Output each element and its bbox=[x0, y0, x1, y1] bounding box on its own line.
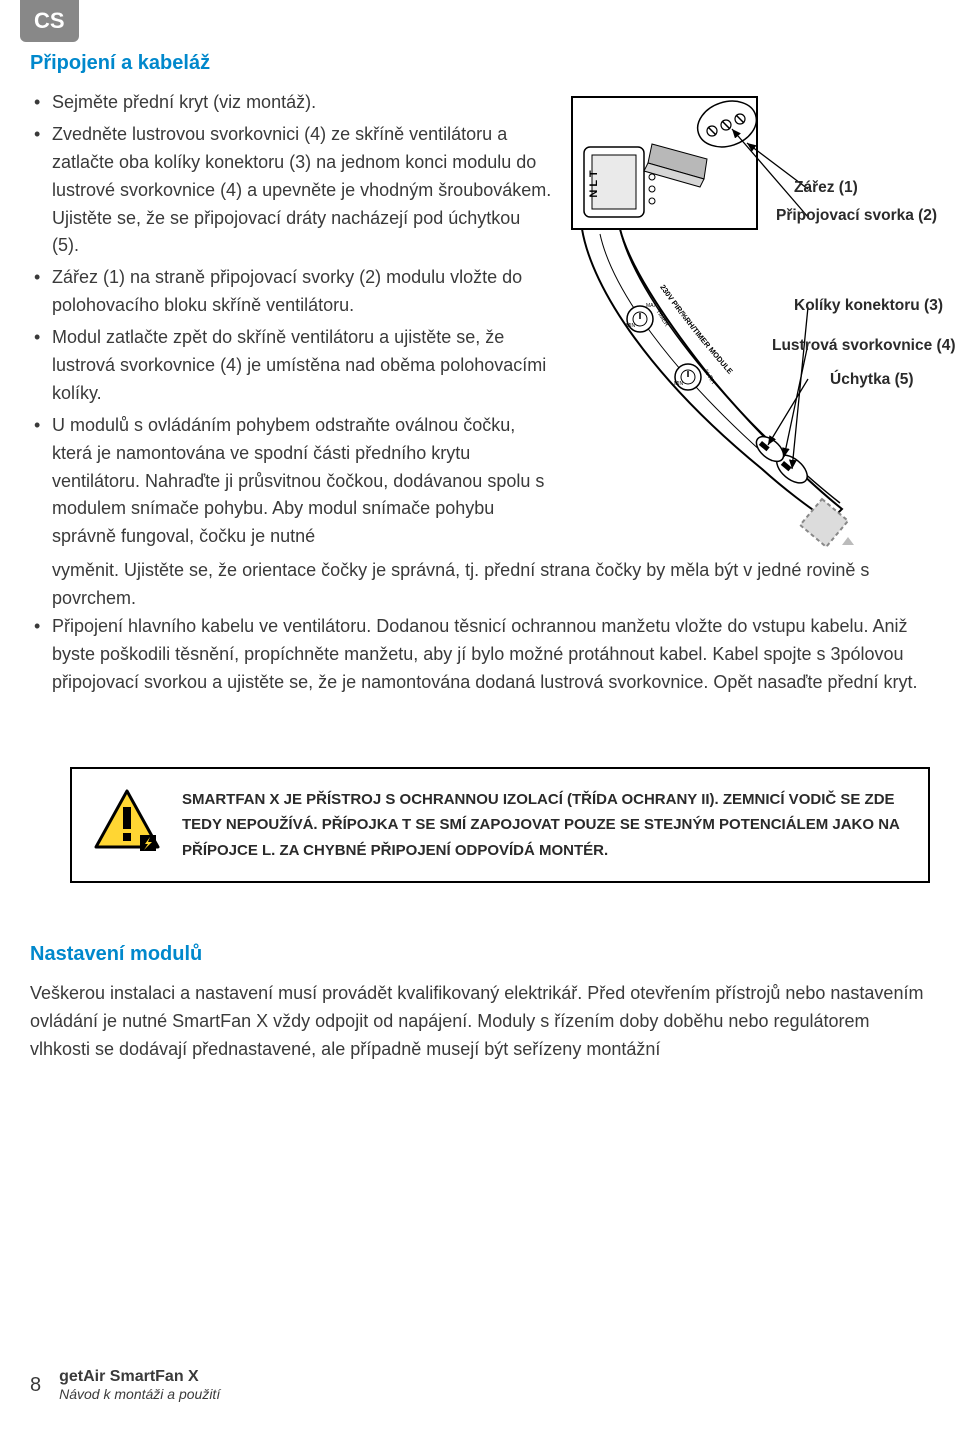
section-modules-body: Veškerou instalaci a nastavení musí prov… bbox=[30, 980, 930, 1064]
svg-text:MIN: MIN bbox=[626, 323, 636, 329]
diagram-column: N L T bbox=[562, 89, 942, 555]
svg-text:N L T: N L T bbox=[588, 170, 600, 198]
bullet-list-top: Sejměte přední kryt (viz montáž). Zvedně… bbox=[30, 89, 552, 551]
warning-box: SMARTFAN X JE PŘÍSTROJ S OCHRANNOU IZOLA… bbox=[70, 767, 930, 884]
bullet-list-full: Připojení hlavního kabelu ve ventilátoru… bbox=[30, 613, 930, 697]
bullet-item: Sejměte přední kryt (viz montáž). bbox=[52, 89, 552, 117]
bullet-item: Připojení hlavního kabelu ve ventilátoru… bbox=[52, 613, 930, 697]
continuation-text: vyměnit. Ujistěte se, že orientace čočky… bbox=[30, 557, 930, 613]
svg-text:MIN: MIN bbox=[674, 381, 684, 387]
text-column: Sejměte přední kryt (viz montáž). Zvedně… bbox=[30, 89, 552, 555]
warning-icon bbox=[92, 787, 162, 862]
diagram-label-zarez: Zářez (1) bbox=[794, 179, 858, 197]
section-modules: Nastavení modulů Veškerou instalaci a na… bbox=[0, 883, 960, 1064]
section-title-modules: Nastavení modulů bbox=[30, 943, 930, 966]
bullet-item: Zářez (1) na straně připojovací svorky (… bbox=[52, 264, 552, 320]
footer-product-name: getAir SmartFan X bbox=[59, 1368, 220, 1386]
main-content: Připojení a kabeláž Sejměte přední kryt … bbox=[0, 42, 960, 697]
footer-text: getAir SmartFan X Návod k montáži a použ… bbox=[59, 1368, 220, 1402]
diagram-label-koliky: Kolíky konektoru (3) bbox=[794, 297, 943, 315]
bullet-item: U modulů s ovládáním pohybem odstraňte o… bbox=[52, 412, 552, 551]
section-title-wiring: Připojení a kabeláž bbox=[30, 52, 930, 75]
bullet-item: Modul zatlačte zpět do skříně ventilátor… bbox=[52, 324, 552, 408]
warning-text: SMARTFAN X JE PŘÍSTROJ S OCHRANNOU IZOLA… bbox=[182, 787, 908, 864]
page-footer: 8 getAir SmartFan X Návod k montáži a po… bbox=[30, 1368, 220, 1402]
footer-doc-title: Návod k montáži a použití bbox=[59, 1386, 220, 1402]
page-number: 8 bbox=[30, 1374, 41, 1397]
ventilator-diagram: N L T bbox=[562, 89, 942, 549]
continuation-block: vyměnit. Ujistěte se, že orientace čočky… bbox=[30, 557, 930, 696]
svg-text:MAX: MAX bbox=[646, 303, 658, 309]
bullet-item: Zvedněte lustrovou svorkovnici (4) ze sk… bbox=[52, 121, 552, 260]
diagram-label-svorka: Připojovací svorka (2) bbox=[776, 207, 937, 225]
language-badge: CS bbox=[20, 0, 79, 42]
diagram-label-uchytka: Úchytka (5) bbox=[830, 371, 914, 389]
diagram-label-lustrova: Lustrová svorkovnice (4) bbox=[772, 337, 955, 355]
